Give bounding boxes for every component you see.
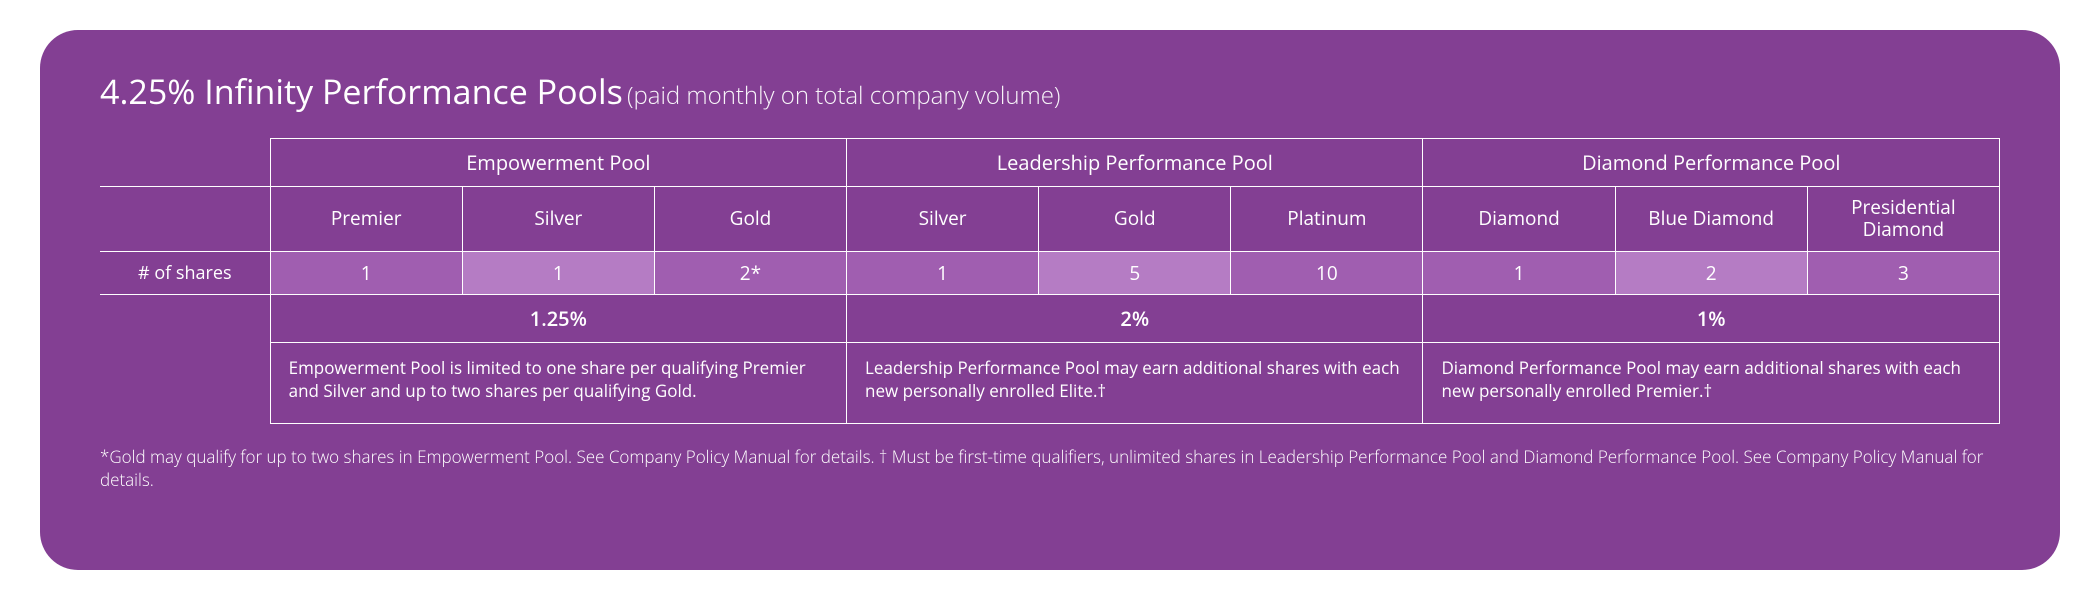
tier-header: Diamond: [1423, 187, 1615, 252]
blank-header: [100, 139, 270, 187]
pool-percent: 1%: [1423, 294, 2000, 342]
pool-header-row: Empowerment Pool Leadership Performance …: [100, 139, 2000, 187]
share-cell: 2: [1615, 251, 1807, 294]
share-cell: 1: [270, 251, 462, 294]
card-title: 4.25% Infinity Performance Pools (paid m…: [100, 68, 2000, 114]
footnote: *Gold may qualify for up to two shares i…: [100, 446, 2000, 492]
tier-header: Gold: [1039, 187, 1231, 252]
tier-header: Platinum: [1231, 187, 1423, 252]
blank-cell: [100, 294, 270, 342]
blank-cell: [100, 342, 270, 423]
tier-header: Premier: [270, 187, 462, 252]
pool-header: Leadership Performance Pool: [847, 139, 1423, 187]
title-main: 4.25% Infinity Performance Pools: [100, 68, 623, 114]
share-cell: 5: [1039, 251, 1231, 294]
tier-header-row: Premier Silver Gold Silver Gold Platinum…: [100, 187, 2000, 252]
tier-header: Presidential Diamond: [1807, 187, 1999, 252]
title-sub: (paid monthly on total company volume): [627, 79, 1060, 112]
description-row: Empowerment Pool is limited to one share…: [100, 342, 2000, 423]
pool-header: Empowerment Pool: [270, 139, 846, 187]
pool-description: Empowerment Pool is limited to one share…: [270, 342, 846, 423]
share-cell: 10: [1231, 251, 1423, 294]
share-cell: 1: [1423, 251, 1615, 294]
pools-table: Empowerment Pool Leadership Performance …: [100, 138, 2000, 424]
shares-row: # of shares 1 1 2* 1 5 10 1 2 3: [100, 251, 2000, 294]
pool-header: Diamond Performance Pool: [1423, 139, 2000, 187]
percent-row: 1.25% 2% 1%: [100, 294, 2000, 342]
tier-header: Silver: [847, 187, 1039, 252]
tier-header: Gold: [654, 187, 846, 252]
share-cell: 1: [847, 251, 1039, 294]
share-cell: 1: [462, 251, 654, 294]
pool-percent: 2%: [847, 294, 1423, 342]
pool-description: Diamond Performance Pool may earn additi…: [1423, 342, 2000, 423]
share-cell: 3: [1807, 251, 1999, 294]
share-cell: 2*: [654, 251, 846, 294]
tier-header: Blue Diamond: [1615, 187, 1807, 252]
tier-header: Silver: [462, 187, 654, 252]
blank-header: [100, 187, 270, 252]
pool-percent: 1.25%: [270, 294, 846, 342]
pool-description: Leadership Performance Pool may earn add…: [847, 342, 1423, 423]
infinity-pools-card: 4.25% Infinity Performance Pools (paid m…: [40, 30, 2060, 570]
shares-row-label: # of shares: [100, 251, 270, 294]
